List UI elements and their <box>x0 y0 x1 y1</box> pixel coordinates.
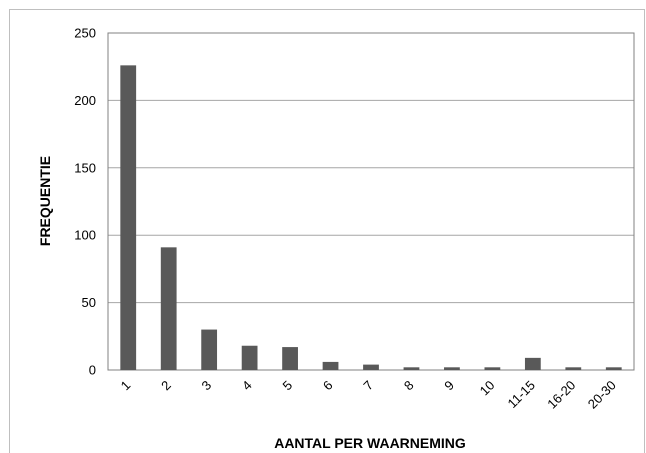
x-tick-label: 7 <box>360 378 376 394</box>
x-tick-label: 2 <box>158 378 174 394</box>
x-tick-label: 8 <box>401 378 417 394</box>
y-tick-label: 0 <box>89 363 96 378</box>
x-tick-label: 3 <box>199 378 215 394</box>
x-tick-label: 1 <box>118 378 134 394</box>
bar-5 <box>282 347 298 370</box>
x-axis-title: AANTAL PER WAARNEMING <box>274 435 466 451</box>
x-tick-label: 20-30 <box>585 378 619 412</box>
x-tick-label: 16-20 <box>544 378 578 412</box>
bar-3 <box>201 329 218 370</box>
x-tick-label: 9 <box>441 378 457 394</box>
y-tick-label: 100 <box>74 228 96 243</box>
chart-frame <box>9 9 645 453</box>
x-tick-label: 5 <box>279 378 295 394</box>
bars <box>120 65 622 371</box>
gridlines <box>108 99 634 304</box>
bar-7 <box>363 364 379 370</box>
bar-20-30 <box>605 367 622 370</box>
x-tick-label: 10 <box>477 378 498 399</box>
y-tick-label: 150 <box>74 160 96 175</box>
x-tick-label: 6 <box>320 378 336 394</box>
x-axis-tick-labels: 1 2 3 4 5 6 7 8 9 10 11-15 16-20 20-30 <box>118 378 619 412</box>
y-tick-label: 250 <box>74 26 96 41</box>
bar-16-20 <box>565 367 582 370</box>
bar-6 <box>322 361 339 370</box>
bar-9 <box>444 367 460 370</box>
bar-10 <box>484 367 501 370</box>
bar-4 <box>241 345 258 370</box>
y-tick-label: 50 <box>82 295 96 310</box>
bar-2 <box>160 247 177 370</box>
bar-1 <box>120 65 137 371</box>
x-tick-label: 4 <box>239 378 255 394</box>
y-tick-label: 200 <box>74 93 96 108</box>
x-tick-label: 11-15 <box>505 378 538 411</box>
bar-11-15 <box>524 357 541 370</box>
y-axis-title: FREQUENTIE <box>37 156 53 246</box>
y-axis-tick-labels: 0 50 100 150 200 250 <box>74 26 96 378</box>
plot-area <box>107 32 635 371</box>
bar-8 <box>403 367 420 370</box>
